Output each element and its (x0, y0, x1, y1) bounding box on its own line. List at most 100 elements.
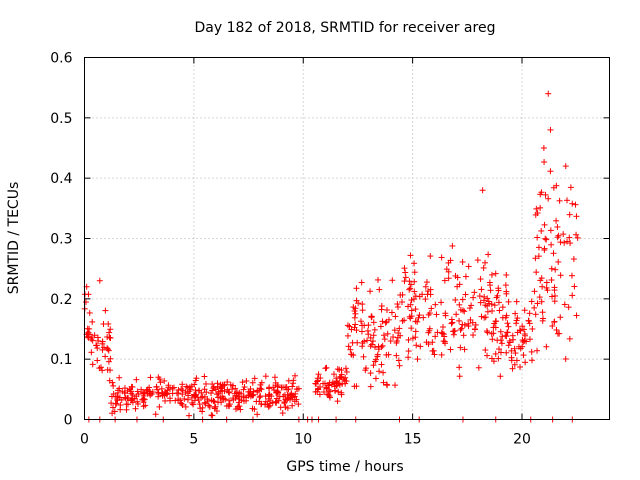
data-point (240, 393, 247, 400)
data-point (522, 359, 529, 366)
data-point (551, 287, 558, 294)
data-point (157, 379, 164, 386)
data-point (408, 297, 415, 304)
data-point (488, 271, 495, 278)
data-point (372, 375, 379, 382)
data-point (514, 329, 521, 336)
data-point (512, 350, 519, 357)
data-point (323, 364, 330, 371)
data-point (391, 327, 398, 334)
data-point (533, 269, 540, 276)
data-point (374, 353, 381, 360)
data-point (540, 315, 547, 322)
data-point (141, 390, 148, 397)
data-point (449, 242, 456, 249)
data-point (255, 387, 262, 394)
data-point (456, 373, 463, 380)
data-point (543, 236, 550, 243)
data-point (408, 281, 415, 288)
data-point (104, 345, 111, 352)
data-point (179, 401, 186, 408)
data-point (402, 269, 409, 276)
data-point (111, 408, 118, 415)
data-point (497, 328, 504, 335)
data-point (383, 307, 390, 314)
data-point (539, 309, 546, 316)
data-point (88, 334, 95, 341)
grid-layer (84, 57, 610, 420)
data-point (393, 352, 400, 359)
data-point (548, 276, 555, 283)
data-point (553, 182, 560, 189)
data-point (425, 329, 432, 336)
data-point (380, 379, 387, 386)
data-point (509, 365, 516, 372)
data-point (327, 388, 334, 395)
data-point (487, 282, 494, 289)
data-point (96, 277, 103, 284)
data-point (426, 310, 433, 317)
data-point (411, 260, 418, 267)
data-point (548, 241, 555, 248)
data-point (555, 258, 562, 265)
data-point (209, 381, 216, 388)
x-tick-label: 10 (294, 432, 312, 448)
data-point (557, 272, 564, 279)
data-point (472, 321, 479, 328)
data-point (362, 367, 369, 374)
data-point (117, 406, 124, 413)
data-point (528, 348, 535, 355)
data-point (537, 191, 544, 198)
data-point (368, 314, 375, 321)
data-point (503, 288, 510, 295)
data-point (277, 404, 284, 411)
data-point (466, 305, 473, 312)
data-point (471, 326, 478, 333)
data-point (442, 340, 449, 347)
data-point (184, 396, 191, 403)
data-point (239, 379, 246, 386)
data-point (462, 291, 469, 298)
data-point (570, 256, 577, 263)
data-point (209, 387, 216, 394)
data-point (131, 395, 138, 402)
data-point (492, 270, 499, 277)
data-point (97, 364, 104, 371)
data-point (532, 211, 539, 218)
data-point (107, 335, 114, 342)
data-point (203, 380, 210, 387)
data-point (181, 395, 188, 402)
data-point (521, 326, 528, 333)
data-point (561, 301, 568, 308)
data-point (265, 385, 272, 392)
data-point (533, 205, 540, 212)
data-point (551, 298, 558, 305)
data-point (107, 326, 114, 333)
data-point (478, 313, 485, 320)
data-point (343, 368, 350, 375)
data-point (393, 339, 400, 346)
data-point (314, 388, 321, 395)
data-point (424, 291, 431, 298)
data-point (289, 402, 296, 409)
data-point (233, 392, 240, 399)
data-point (178, 385, 185, 392)
data-point (462, 273, 469, 280)
data-point (89, 318, 96, 325)
data-point (445, 275, 452, 282)
data-point (573, 231, 580, 238)
data-point (412, 318, 419, 325)
data-point (456, 317, 463, 324)
data-point (557, 314, 564, 321)
data-point (335, 388, 342, 395)
data-point (506, 337, 513, 344)
data-point (190, 401, 197, 408)
data-point (425, 341, 432, 348)
data-point (199, 404, 206, 411)
data-point (110, 404, 117, 411)
data-point (284, 405, 291, 412)
data-point (439, 323, 446, 330)
data-point (338, 367, 345, 374)
data-point (503, 271, 510, 278)
data-point (85, 334, 92, 341)
